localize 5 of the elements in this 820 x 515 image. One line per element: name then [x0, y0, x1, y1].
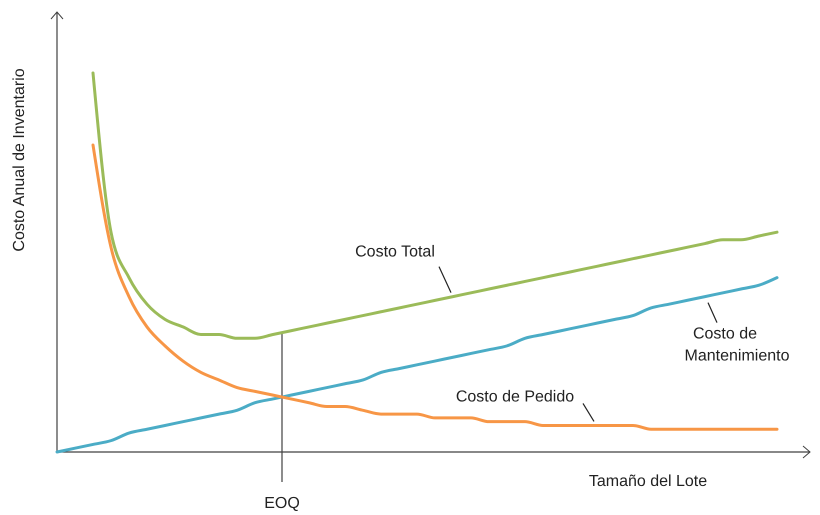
series-label: Costo de Pedido: [456, 388, 574, 406]
text: Costo Total: [355, 244, 435, 261]
x-axis-title: Tamaño del Lote: [588, 473, 708, 490]
y-axis-title: Costo Anual de Inventario: [11, 68, 28, 252]
series-label: Costo de Mantenimiento: [684, 326, 790, 365]
